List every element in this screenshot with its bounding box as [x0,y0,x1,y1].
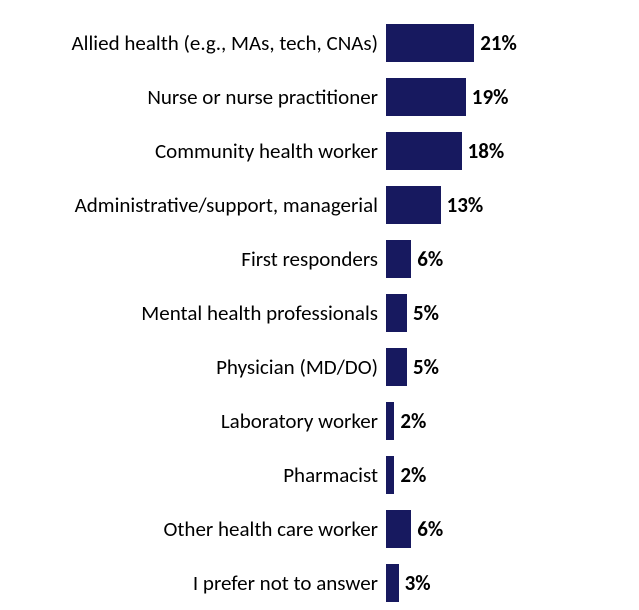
chart-row: Pharmacist 2% [0,448,639,502]
category-label: Nurse or nurse practitioner [0,84,386,110]
bar [386,186,441,224]
bar [386,24,474,62]
category-label: Physician (MD/DO) [0,354,386,380]
value-label: 3% [399,570,431,596]
value-label: 13% [441,192,484,218]
chart-row: Allied health (e.g., MAs, tech, CNAs) 21% [0,16,639,70]
bar [386,348,407,386]
bar-wrap: 21% [386,24,517,62]
value-label: 2% [394,462,426,488]
bar-wrap: 6% [386,240,443,278]
category-label: Laboratory worker [0,408,386,434]
bar [386,132,462,170]
bar [386,402,394,440]
bar-wrap: 2% [386,456,426,494]
bar-wrap: 5% [386,294,439,332]
bar [386,78,466,116]
chart-row: Community health worker 18% [0,124,639,178]
value-label: 6% [411,516,443,542]
value-label: 5% [407,354,439,380]
bar-wrap: 19% [386,78,508,116]
category-label: Community health worker [0,138,386,164]
bar-wrap: 13% [386,186,483,224]
chart-row: Nurse or nurse practitioner 19% [0,70,639,124]
value-label: 6% [411,246,443,272]
value-label: 5% [407,300,439,326]
category-label: Allied health (e.g., MAs, tech, CNAs) [0,30,386,56]
bar [386,564,399,602]
category-label: First responders [0,246,386,272]
category-label: Other health care worker [0,516,386,542]
bar [386,294,407,332]
chart-row: Laboratory worker 2% [0,394,639,448]
category-label: Administrative/support, managerial [0,192,386,218]
value-label: 21% [474,30,517,56]
chart-row: Administrative/support, managerial 13% [0,178,639,232]
chart-row: Other health care worker 6% [0,502,639,556]
value-label: 2% [394,408,426,434]
bar [386,240,411,278]
category-label: Mental health professionals [0,300,386,326]
chart-row: First responders 6% [0,232,639,286]
bar-wrap: 2% [386,402,426,440]
category-label: Pharmacist [0,462,386,488]
value-label: 18% [462,138,505,164]
value-label: 19% [466,84,509,110]
chart-row: I prefer not to answer 3% [0,556,639,610]
bar-wrap: 3% [386,564,431,602]
chart-row: Mental health professionals 5% [0,286,639,340]
horizontal-bar-chart: Allied health (e.g., MAs, tech, CNAs) 21%… [0,0,639,609]
bar [386,456,394,494]
bar-wrap: 5% [386,348,439,386]
bar-wrap: 6% [386,510,443,548]
category-label: I prefer not to answer [0,570,386,596]
chart-row: Physician (MD/DO) 5% [0,340,639,394]
bar [386,510,411,548]
bar-wrap: 18% [386,132,504,170]
